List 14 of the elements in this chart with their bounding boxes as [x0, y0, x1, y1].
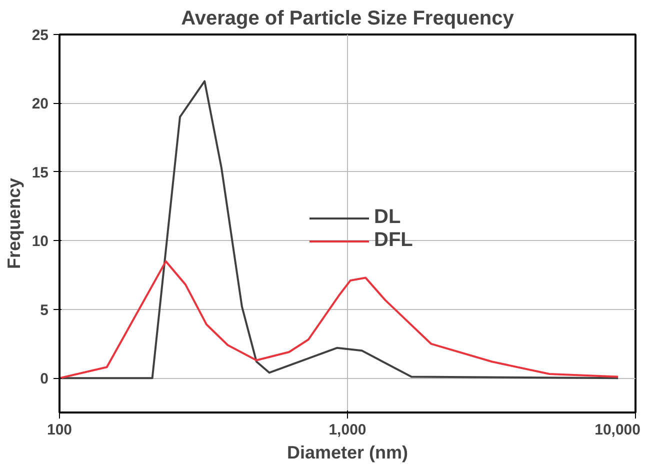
y-tick-label: 15: [32, 164, 49, 182]
y-tick-label: 10: [32, 233, 49, 250]
x-axis-title: Diameter (nm): [286, 442, 408, 462]
y-tick-label: 20: [32, 96, 49, 113]
y-tick-label: 0: [40, 370, 48, 388]
x-tick-label: 1,000: [328, 422, 366, 438]
y-tick-label: 25: [32, 27, 49, 44]
x-tick-label: 10,000: [594, 422, 641, 438]
legend-label: DFL: [374, 229, 413, 252]
chart-title: Average of Particle Size Frequency: [181, 8, 515, 30]
y-tick-label: 5: [40, 302, 48, 319]
x-tick-label: 100: [46, 422, 72, 438]
y-axis-title: Frequency: [4, 178, 24, 270]
legend-label: DL: [374, 206, 401, 229]
